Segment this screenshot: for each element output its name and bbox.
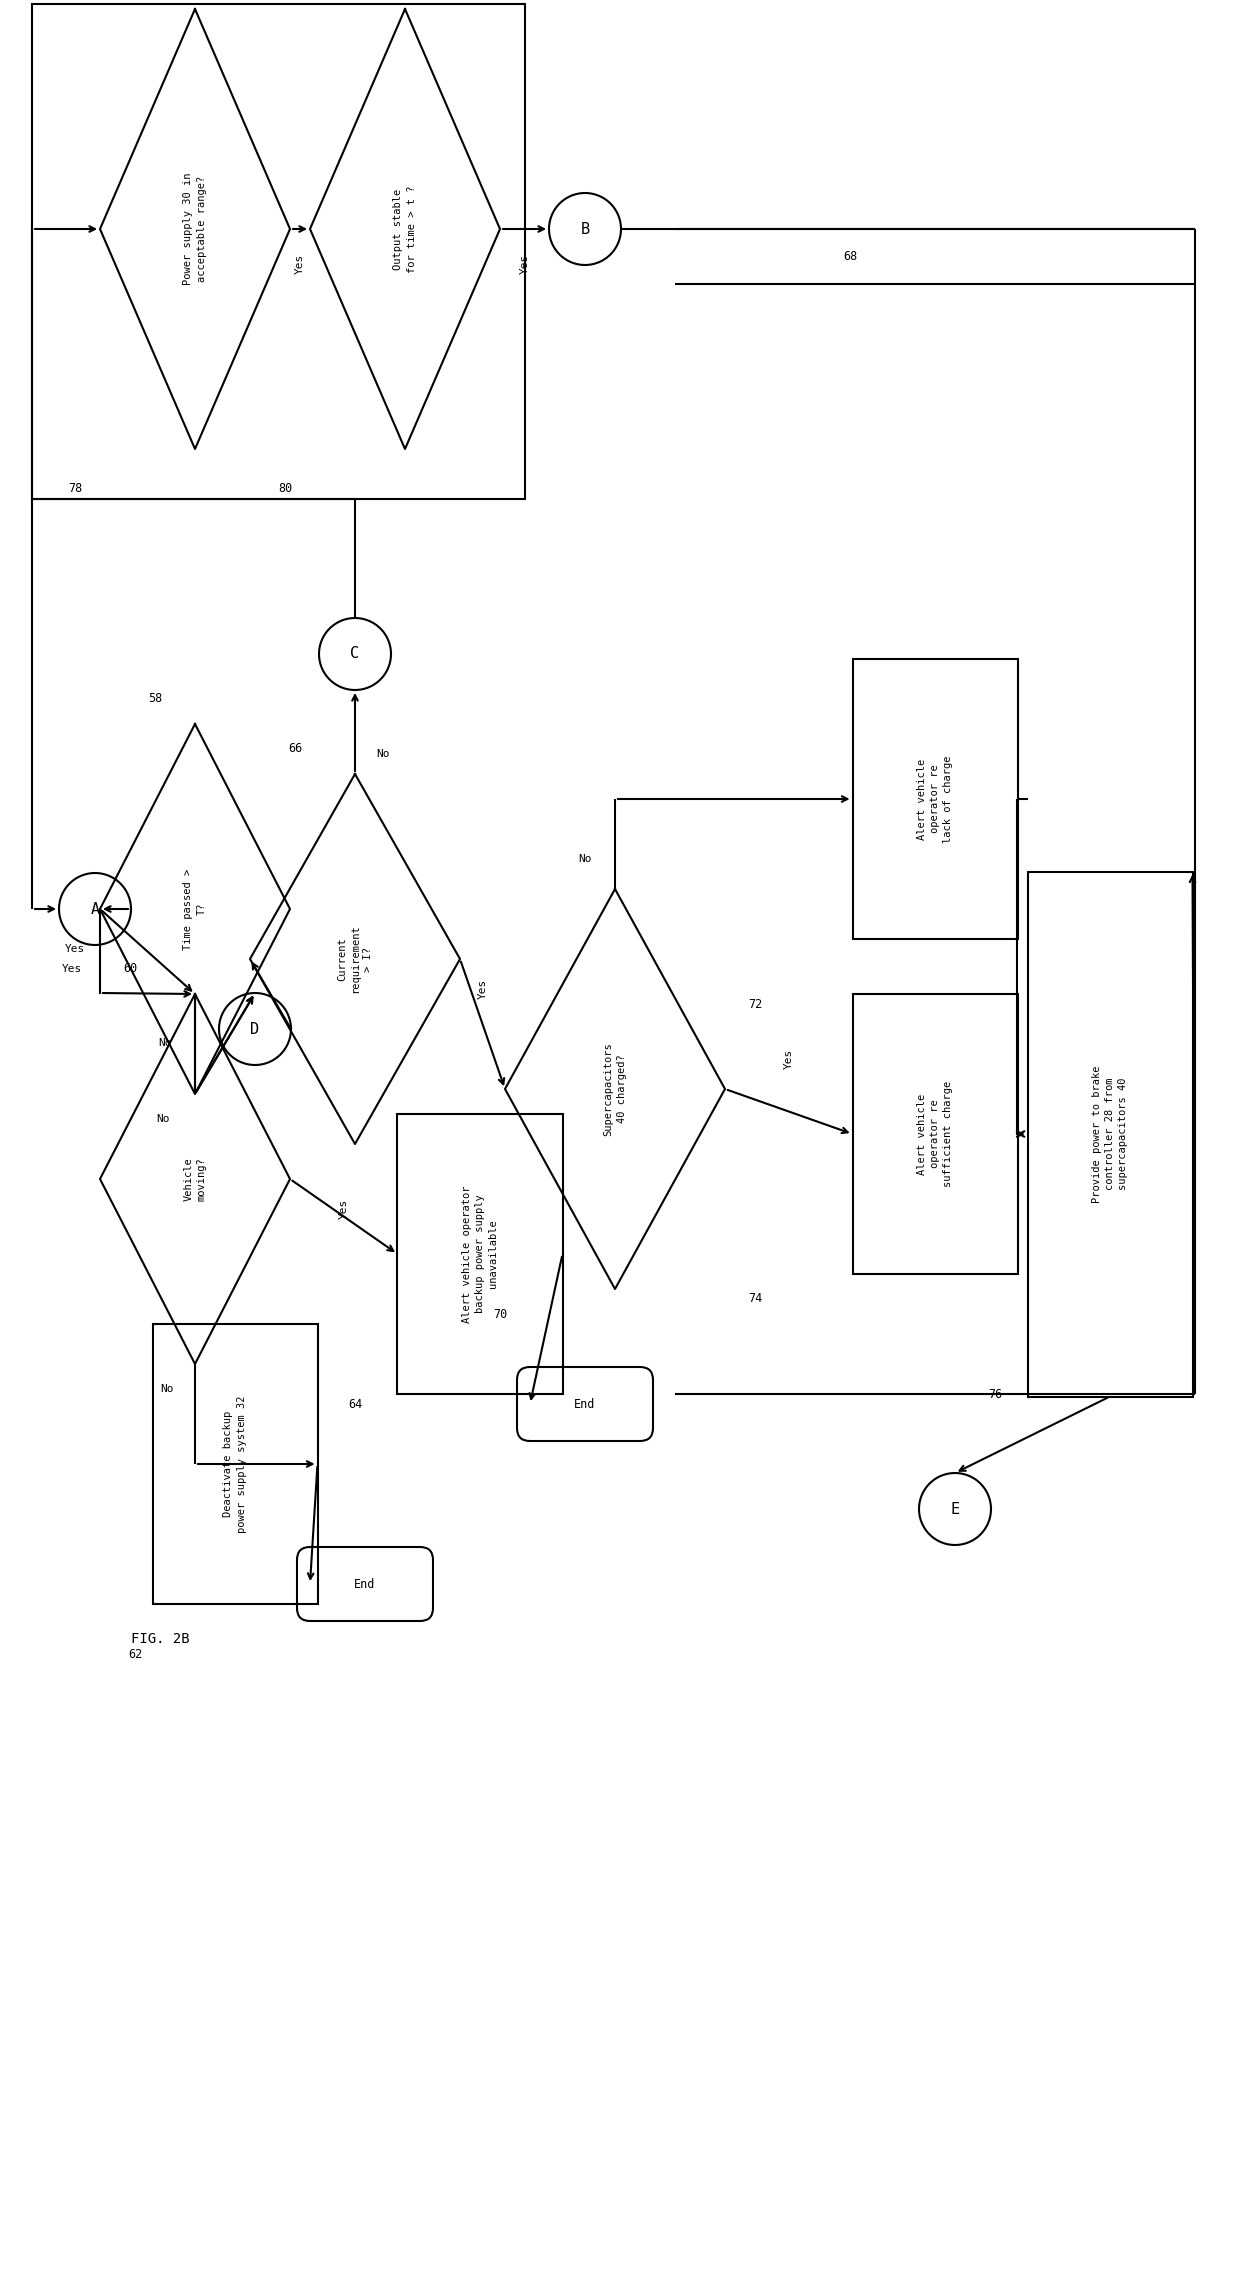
Bar (853, 993, 1018, 1275)
Text: Yes: Yes (62, 964, 82, 975)
Text: E: E (950, 1502, 960, 1518)
Bar (398, 1115, 563, 1394)
Text: Deactivate backup
power supply system 32: Deactivate backup power supply system 32 (223, 1396, 247, 1534)
Text: Yes: Yes (520, 254, 529, 275)
Text: Supercapacitors
40 charged?: Supercapacitors 40 charged? (604, 1041, 626, 1135)
Text: Alert vehicle
operator re
sufficient charge: Alert vehicle operator re sufficient cha… (916, 1080, 954, 1188)
Text: Power supply 30 in
acceptable range?: Power supply 30 in acceptable range? (184, 172, 207, 286)
Bar (1028, 872, 1193, 1396)
Text: 70: 70 (492, 1307, 507, 1321)
Text: Provide power to brake
controller 28 from
supercapacitors 40: Provide power to brake controller 28 fro… (1091, 1064, 1128, 1202)
Text: 74: 74 (748, 1293, 763, 1305)
Text: 58: 58 (148, 694, 162, 705)
Text: Yes: Yes (295, 254, 305, 275)
Text: 68: 68 (843, 250, 857, 263)
Text: Output stable
for time > t ?: Output stable for time > t ? (393, 185, 417, 272)
Text: 76: 76 (988, 1387, 1002, 1401)
Text: Alert vehicle
operator re
lack of charge: Alert vehicle operator re lack of charge (916, 755, 954, 842)
Text: A: A (91, 902, 99, 916)
Text: B: B (580, 222, 589, 236)
Text: No: No (376, 749, 389, 760)
Text: Time passed >
T?: Time passed > T? (184, 868, 207, 950)
Text: D: D (250, 1021, 259, 1037)
Text: 78: 78 (68, 483, 82, 494)
Bar (153, 1323, 317, 1605)
Text: End: End (574, 1399, 595, 1410)
Text: No: No (578, 854, 591, 863)
Text: Yes: Yes (477, 980, 487, 998)
Text: 80: 80 (278, 483, 293, 494)
Text: 60: 60 (123, 961, 138, 975)
Text: 64: 64 (348, 1399, 362, 1410)
Text: No: No (156, 1115, 170, 1124)
Text: 72: 72 (748, 998, 763, 1009)
Text: End: End (355, 1577, 376, 1591)
Text: Yes: Yes (784, 1048, 794, 1069)
Text: FIG. 2B: FIG. 2B (130, 1632, 190, 1646)
Text: Vehicle
moving?: Vehicle moving? (184, 1158, 207, 1202)
Text: No: No (159, 1039, 172, 1048)
Text: Yes: Yes (64, 943, 86, 955)
Text: Alert vehicle operator
backup power supply
unavailable: Alert vehicle operator backup power supp… (461, 1186, 498, 1323)
Bar (32, 5, 525, 499)
Text: 62: 62 (128, 1648, 143, 1660)
Bar (853, 659, 1018, 938)
Text: Yes: Yes (339, 1199, 348, 1220)
Text: 66: 66 (288, 742, 303, 755)
Text: No: No (160, 1385, 174, 1394)
Text: Current
requirement
> I?: Current requirement > I? (337, 925, 373, 993)
Text: C: C (351, 645, 360, 662)
